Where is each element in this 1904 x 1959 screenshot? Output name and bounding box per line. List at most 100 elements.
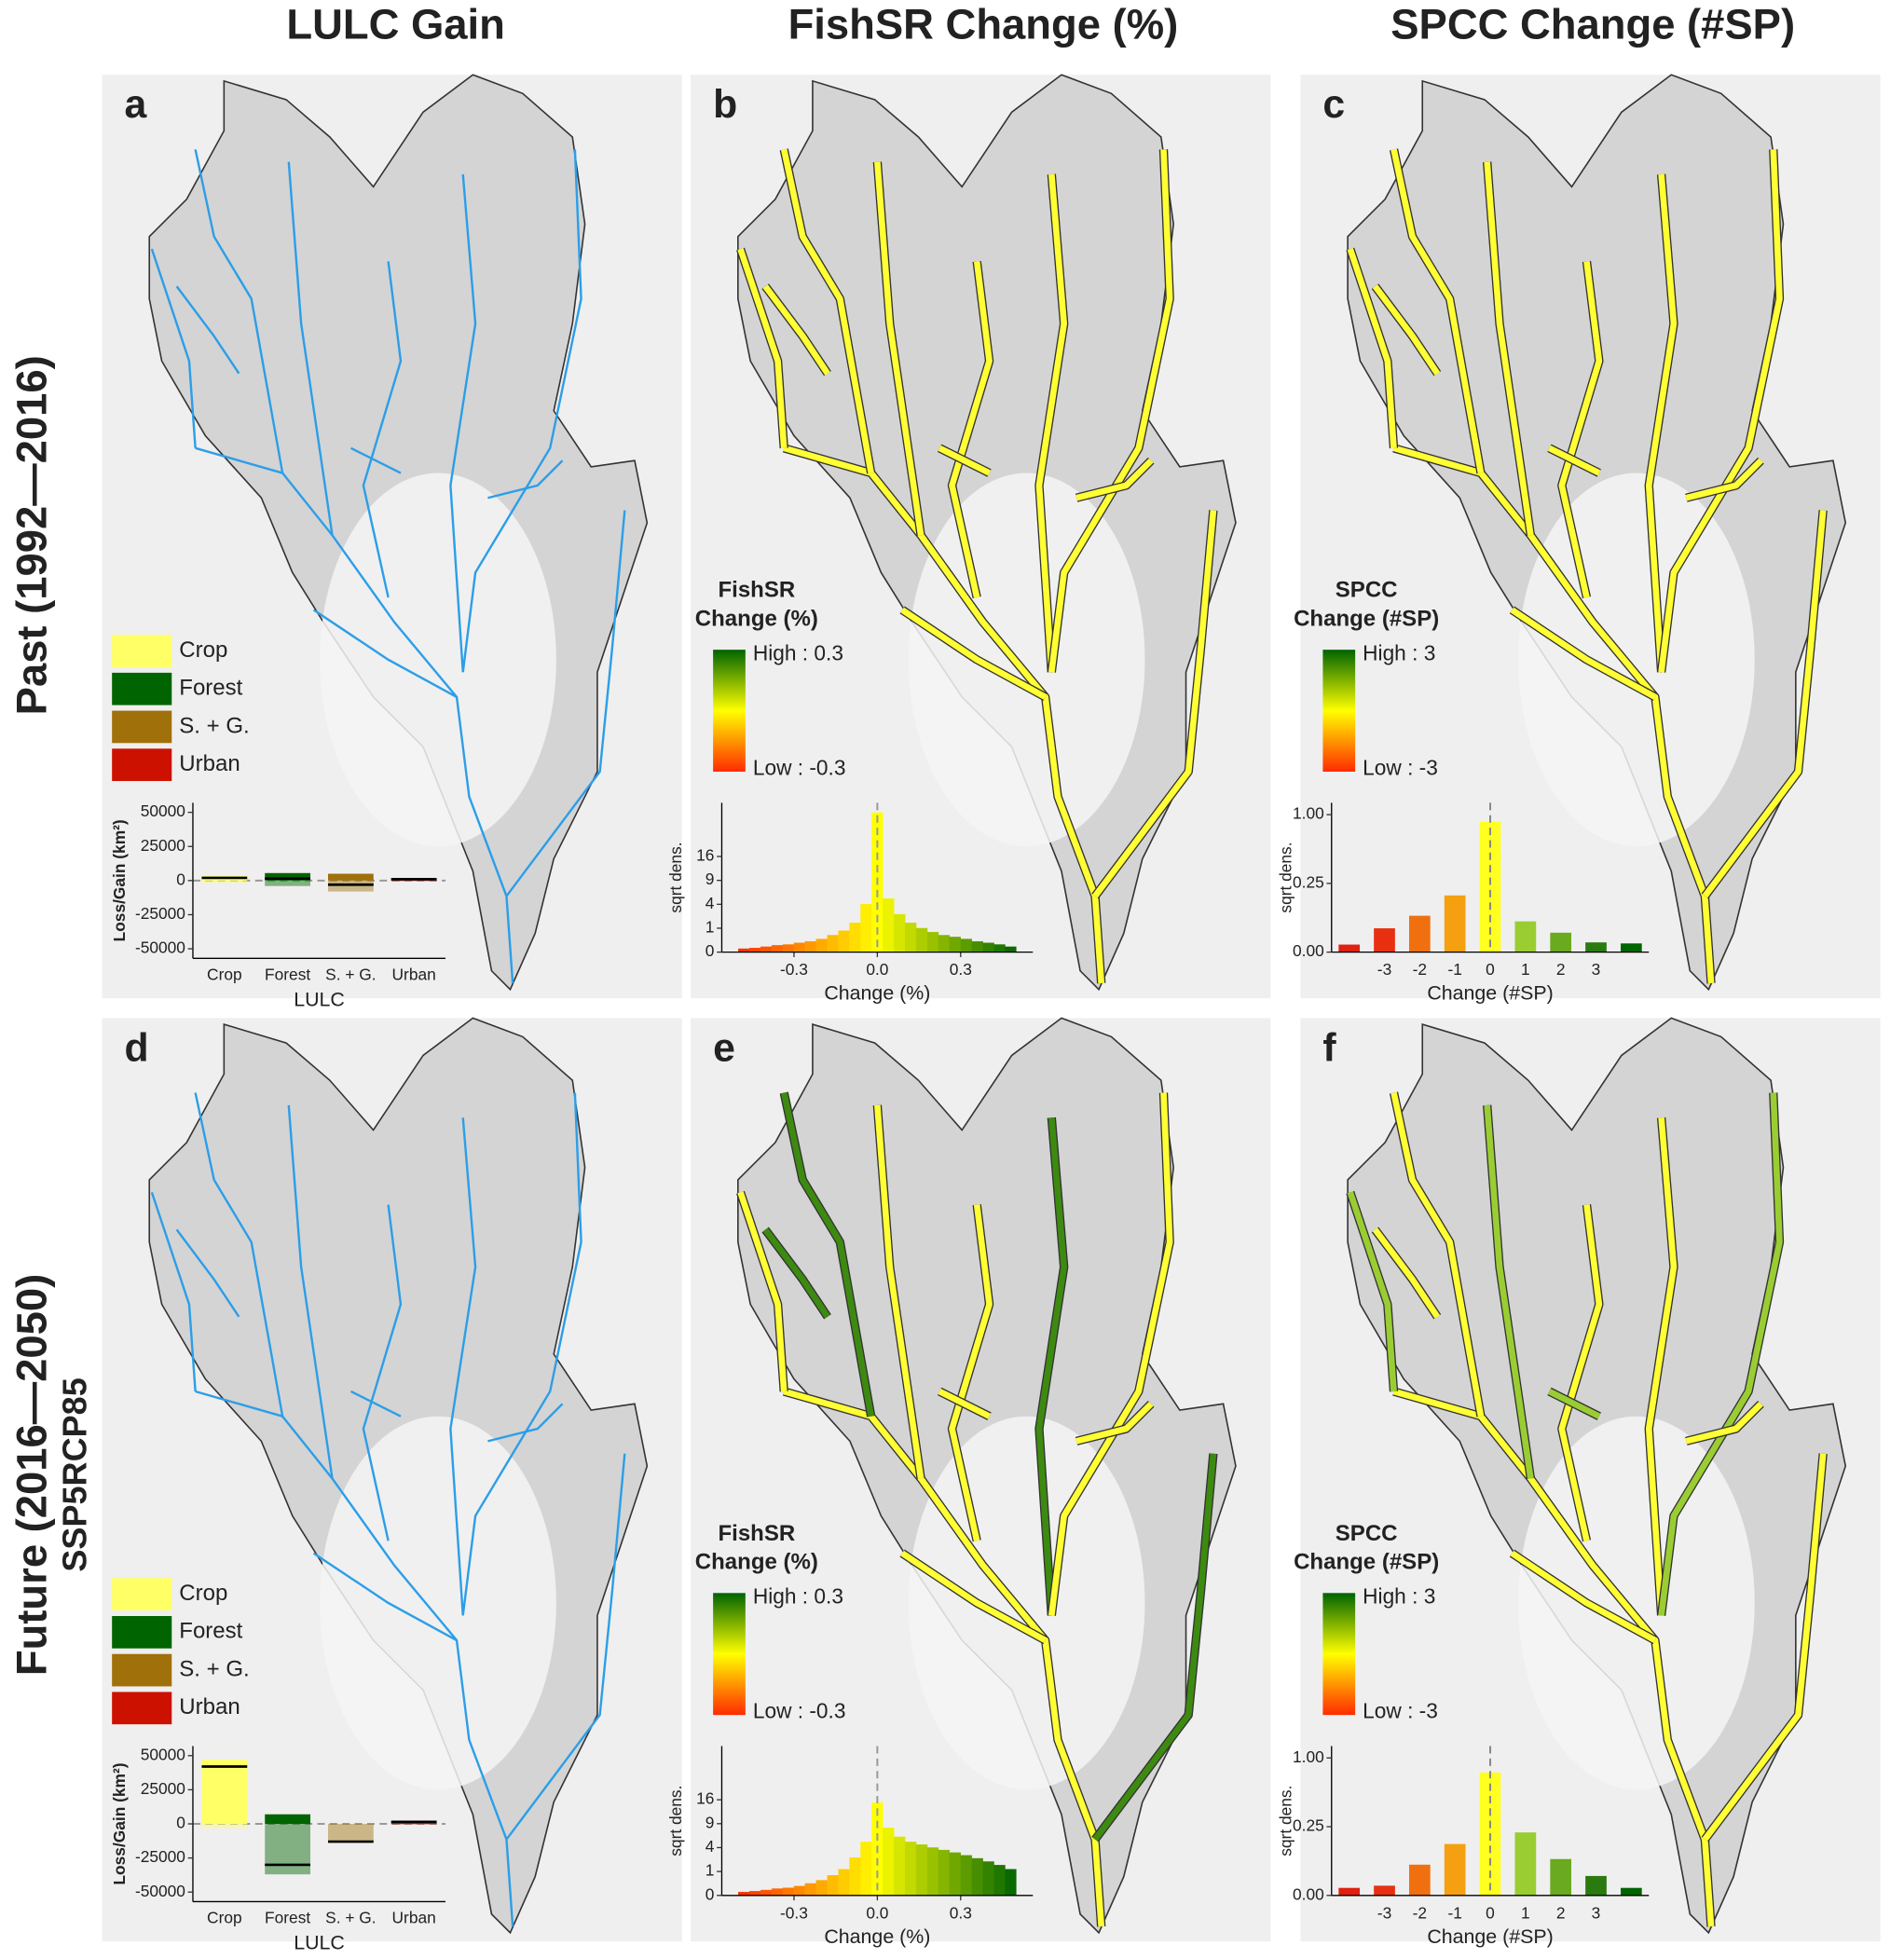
x-tick-label: Forest: [265, 1909, 310, 1927]
x-tick-label: -2: [1413, 1903, 1427, 1922]
bar: [1408, 1864, 1431, 1896]
loss-bar: [327, 1823, 374, 1843]
loss-bar: [327, 880, 374, 892]
bar: [1514, 921, 1537, 952]
x-tick-label: -3: [1377, 960, 1391, 979]
legend-swatch: [112, 1653, 172, 1687]
histogram-bar: [938, 1849, 951, 1896]
river: [1390, 148, 1485, 474]
histogram-bar: [1005, 946, 1017, 952]
x-tick-label: 0.0: [866, 960, 888, 979]
colorbar-low: Low : -3: [1363, 1698, 1438, 1722]
colorbar-high: High : 3: [1363, 1584, 1435, 1609]
x-tick-label: 1: [1521, 1903, 1530, 1922]
x-tick-label: 0: [1486, 1903, 1495, 1922]
x-tick-label: -1: [1447, 1903, 1461, 1922]
colorbar-title: Change (%): [695, 1550, 818, 1575]
river: [1658, 1092, 1783, 1616]
row-label: Past (1992—2016): [7, 355, 55, 715]
bar: [1550, 932, 1572, 952]
river: [1645, 1116, 1678, 1616]
colorbar-low: Low : -0.3: [753, 755, 846, 779]
histogram-bar: [971, 1857, 983, 1896]
y-axis-title: sqrt dens.: [1276, 842, 1294, 912]
map: [102, 74, 682, 999]
bar: [1374, 1885, 1395, 1896]
x-tick-label: -1: [1447, 960, 1461, 979]
panel-label: f: [1322, 1025, 1336, 1070]
river: [150, 1191, 197, 1392]
legend-label: Urban: [179, 751, 240, 776]
river: [874, 1104, 925, 1479]
river: [195, 446, 514, 984]
river: [762, 1227, 830, 1319]
colorbar-low: Low : -3: [1363, 755, 1438, 779]
histogram-bar: [883, 1828, 895, 1896]
y-tick-label: 0.00: [1293, 1884, 1324, 1903]
legend-label: Crop: [179, 1581, 227, 1606]
river: [1547, 445, 1601, 476]
bar: [1620, 943, 1642, 952]
legend-label: Urban: [179, 1694, 240, 1719]
river: [362, 261, 403, 598]
bar: [1338, 1887, 1361, 1896]
river: [449, 173, 477, 673]
y-tick-label: 0: [705, 941, 715, 960]
gain-bar: [265, 1814, 311, 1824]
river: [1372, 1227, 1441, 1319]
histogram-bar: [894, 913, 906, 952]
x-tick-label: S. + G.: [325, 1909, 376, 1927]
y-tick-label: 9: [705, 870, 715, 888]
bar: [1585, 942, 1607, 952]
column-header: LULC Gain: [286, 0, 505, 48]
histogram-bar: [926, 1847, 939, 1896]
river: [1685, 1401, 1763, 1445]
x-tick-label: 3: [1592, 960, 1601, 979]
bar: [1479, 821, 1501, 952]
river: [449, 1117, 477, 1616]
y-tick-label: 0: [705, 1884, 715, 1903]
river: [1558, 261, 1603, 598]
y-tick-label: 1.00: [1293, 804, 1324, 823]
river: [487, 459, 564, 500]
loss-bar: [390, 1823, 437, 1825]
river: [1092, 510, 1217, 898]
legend-swatch: [112, 748, 172, 782]
river: [1035, 1116, 1068, 1616]
histogram-bar: [993, 944, 1006, 952]
panel-label: e: [713, 1025, 735, 1070]
colorbar: [1322, 650, 1356, 773]
histogram-bar: [883, 898, 895, 952]
y-tick-label: 50000: [141, 801, 185, 820]
colorbar-title: SPCC: [1336, 1521, 1398, 1546]
y-tick-label: 1: [705, 1861, 715, 1880]
legend-label: S. + G.: [179, 1656, 249, 1681]
x-axis-title: Change (%): [824, 982, 930, 1005]
colorbar-title: Change (%): [695, 606, 818, 631]
histogram-bar: [982, 942, 994, 952]
y-tick-label: 25000: [141, 836, 185, 855]
river: [150, 248, 197, 448]
bar: [1585, 1875, 1607, 1896]
river: [874, 161, 925, 536]
lowland: [320, 473, 556, 847]
colorbar: [713, 1593, 746, 1716]
lowland: [1518, 473, 1755, 847]
histogram-bar: [849, 922, 861, 952]
x-tick-label: Crop: [207, 1909, 242, 1927]
y-tick-label: 50000: [141, 1745, 185, 1763]
histogram-bar: [860, 1842, 872, 1896]
y-tick-label: 9: [705, 1813, 715, 1831]
y-axis-title: sqrt dens.: [666, 1786, 685, 1856]
panel-label: c: [1322, 82, 1345, 127]
y-tick-label: 16: [696, 846, 714, 865]
river: [783, 445, 1105, 984]
loss-bar: [201, 880, 248, 884]
river: [1092, 1453, 1217, 1842]
gain-bar: [201, 1760, 248, 1824]
x-tick-label: 2: [1556, 960, 1566, 979]
histogram-bar: [904, 922, 917, 952]
x-tick-label: Urban: [392, 966, 436, 984]
river: [1392, 445, 1715, 984]
